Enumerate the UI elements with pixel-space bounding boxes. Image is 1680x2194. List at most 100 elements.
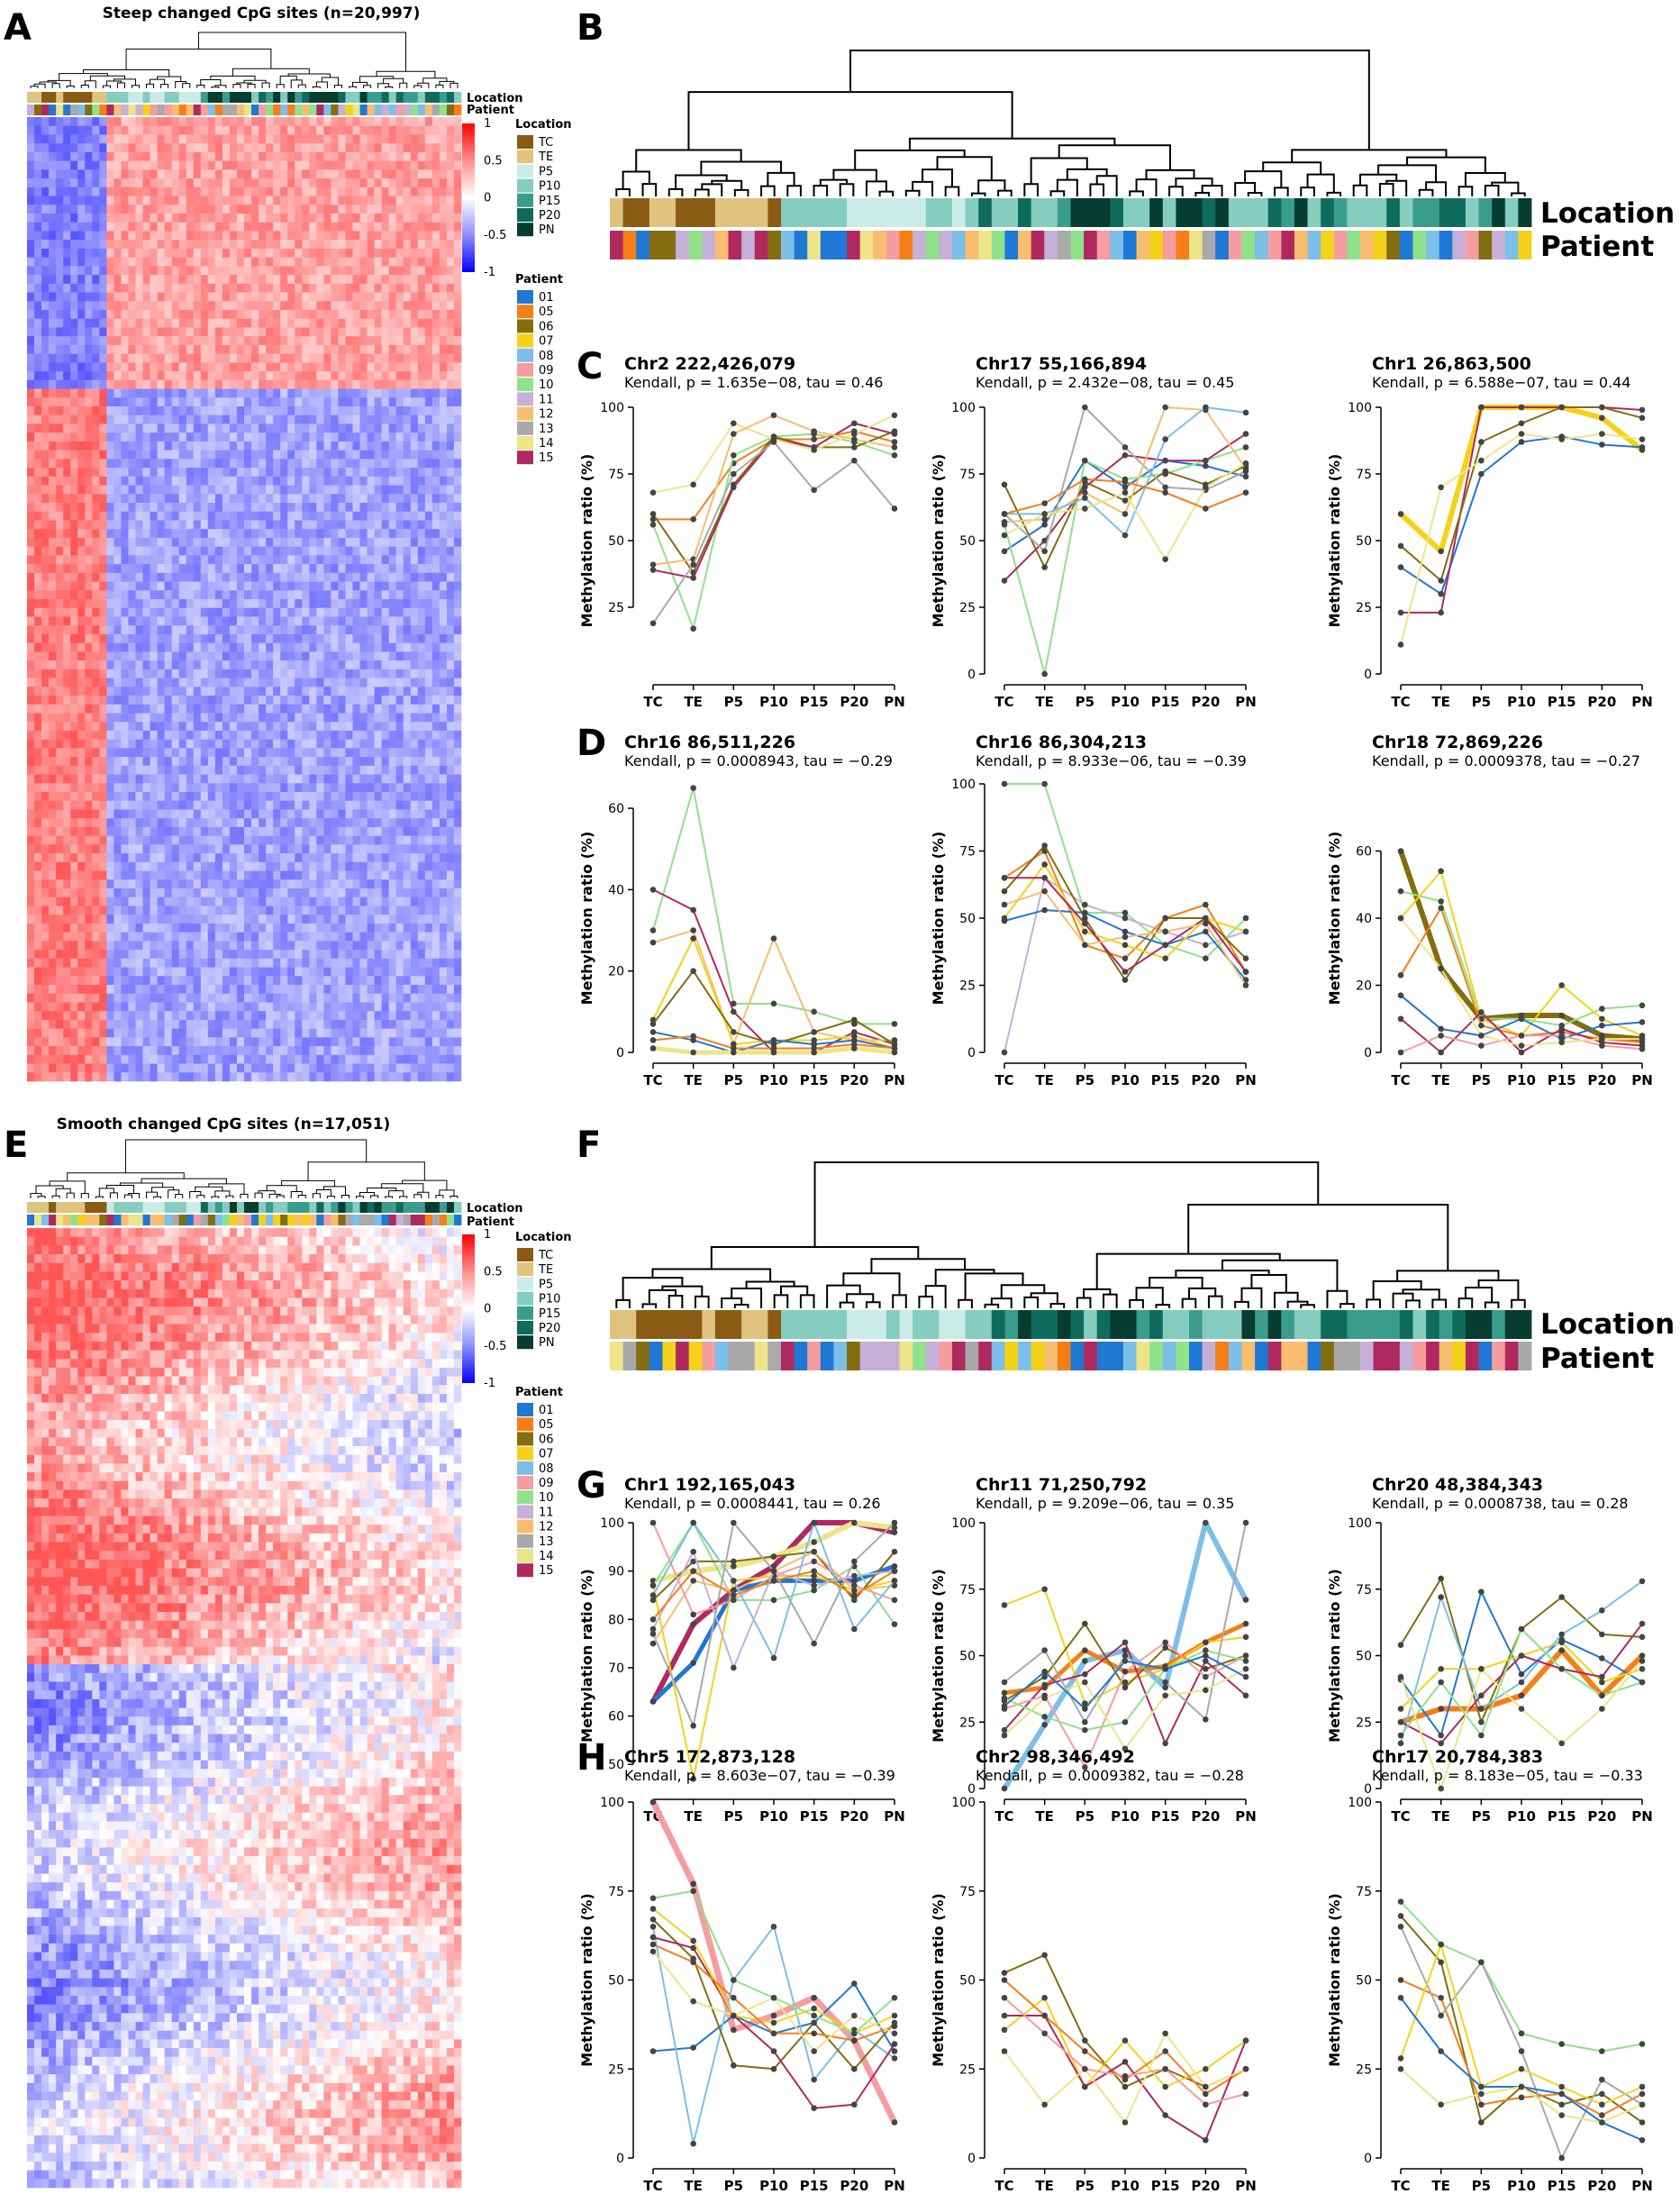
- heatmap-cell: [251, 257, 259, 267]
- heatmap-cell: [157, 537, 165, 547]
- heatmap-cell: [266, 800, 274, 810]
- heatmap-cell: [150, 546, 158, 556]
- heatmap-cell: [178, 205, 187, 214]
- heatmap-cell: [244, 371, 252, 381]
- heatmap-cell: [106, 397, 114, 407]
- heatmap-cell: [229, 371, 238, 381]
- heatmap-cell: [222, 511, 231, 521]
- heatmap-cell: [381, 537, 389, 547]
- heatmap-cell: [207, 275, 216, 285]
- heatmap-cell: [403, 809, 412, 819]
- heatmap-cell: [63, 625, 71, 635]
- heatmap-cell: [287, 178, 295, 188]
- heatmap-cell: [121, 476, 129, 486]
- heatmap-cell: [106, 616, 114, 626]
- heatmap-cell: [338, 353, 346, 363]
- heatmap-cell: [446, 151, 455, 161]
- heatmap-cell: [316, 713, 324, 723]
- heatmap-cell: [171, 459, 179, 469]
- heatmap-cell: [236, 774, 245, 784]
- heatmap-cell: [395, 397, 404, 407]
- heatmap-cell: [150, 283, 158, 293]
- heatmap-cell: [338, 809, 346, 819]
- heatmap-cell: [27, 248, 35, 258]
- heatmap-cell: [251, 240, 259, 250]
- heatmap-cell: [316, 800, 324, 810]
- heatmap-cell: [345, 231, 353, 241]
- heatmap-cell: [236, 642, 245, 652]
- heatmap-cell: [331, 432, 339, 442]
- heatmap-cell: [273, 151, 281, 161]
- heatmap-cell: [374, 537, 382, 547]
- heatmap-cell: [410, 633, 419, 643]
- heatmap-cell: [302, 336, 310, 346]
- heatmap-cell: [352, 739, 360, 749]
- heatmap-cell: [34, 406, 42, 416]
- heatmap-cell: [424, 187, 433, 196]
- heatmap-cell: [309, 353, 317, 363]
- heatmap-cell: [214, 660, 223, 670]
- heatmap-cell: [244, 423, 252, 433]
- heatmap-cell: [446, 441, 455, 451]
- annotation-cell: [359, 105, 368, 115]
- heatmap-cell: [34, 441, 42, 451]
- heatmap-cell: [395, 353, 404, 363]
- heatmap-cell: [200, 468, 209, 478]
- annotation-cell: [229, 92, 238, 103]
- heatmap-cell: [424, 616, 433, 626]
- annotation-cell: [323, 92, 331, 103]
- heatmap-cell: [128, 275, 136, 285]
- annotation-cell: [49, 92, 57, 103]
- heatmap-cell: [229, 414, 238, 424]
- heatmap-cell: [106, 423, 114, 433]
- heatmap-cell: [77, 292, 86, 302]
- heatmap-cell: [77, 423, 86, 433]
- annotation-cell: [287, 105, 295, 115]
- heatmap-cell: [439, 257, 448, 267]
- heatmap-cell: [316, 414, 324, 424]
- heatmap-cell: [410, 625, 419, 635]
- heatmap-cell: [431, 327, 440, 337]
- heatmap-cell: [446, 214, 455, 223]
- heatmap-cell: [229, 651, 238, 661]
- heatmap-cell: [193, 231, 202, 241]
- heatmap-cell: [56, 432, 64, 442]
- heatmap-cell: [200, 301, 209, 311]
- heatmap-cell: [280, 379, 288, 389]
- heatmap-cell: [63, 748, 71, 758]
- heatmap-cell: [287, 450, 295, 460]
- heatmap-cell: [106, 143, 114, 153]
- heatmap-cell: [193, 599, 202, 609]
- heatmap-cell: [41, 459, 50, 469]
- heatmap-cell: [273, 546, 281, 556]
- heatmap-cell: [63, 774, 71, 784]
- heatmap-cell: [431, 494, 440, 504]
- heatmap-cell: [106, 441, 114, 451]
- heatmap-cell: [164, 336, 172, 346]
- heatmap-cell: [345, 406, 353, 416]
- heatmap-cell: [121, 590, 129, 600]
- heatmap-cell: [70, 388, 78, 398]
- heatmap-cell: [316, 266, 324, 276]
- heatmap-cell: [446, 266, 455, 276]
- heatmap-cell: [56, 344, 64, 354]
- heatmap-cell: [200, 318, 209, 328]
- heatmap-cell: [106, 687, 114, 696]
- heatmap-cell: [453, 757, 462, 767]
- heatmap-cell: [150, 222, 158, 232]
- heatmap-cell: [121, 669, 129, 678]
- heatmap-cell: [85, 362, 93, 372]
- heatmap-cell: [374, 187, 382, 196]
- heatmap-cell: [388, 607, 396, 617]
- heatmap-cell: [222, 713, 231, 723]
- heatmap-cell: [259, 616, 267, 626]
- heatmap-cell: [150, 800, 158, 810]
- heatmap-cell: [381, 607, 389, 617]
- heatmap-cell: [345, 134, 353, 144]
- heatmap-cell: [244, 660, 252, 670]
- heatmap-cell: [388, 503, 396, 513]
- heatmap-cell: [295, 240, 303, 250]
- heatmap-cell: [92, 476, 100, 486]
- heatmap-cell: [34, 353, 42, 363]
- heatmap-cell: [302, 292, 310, 302]
